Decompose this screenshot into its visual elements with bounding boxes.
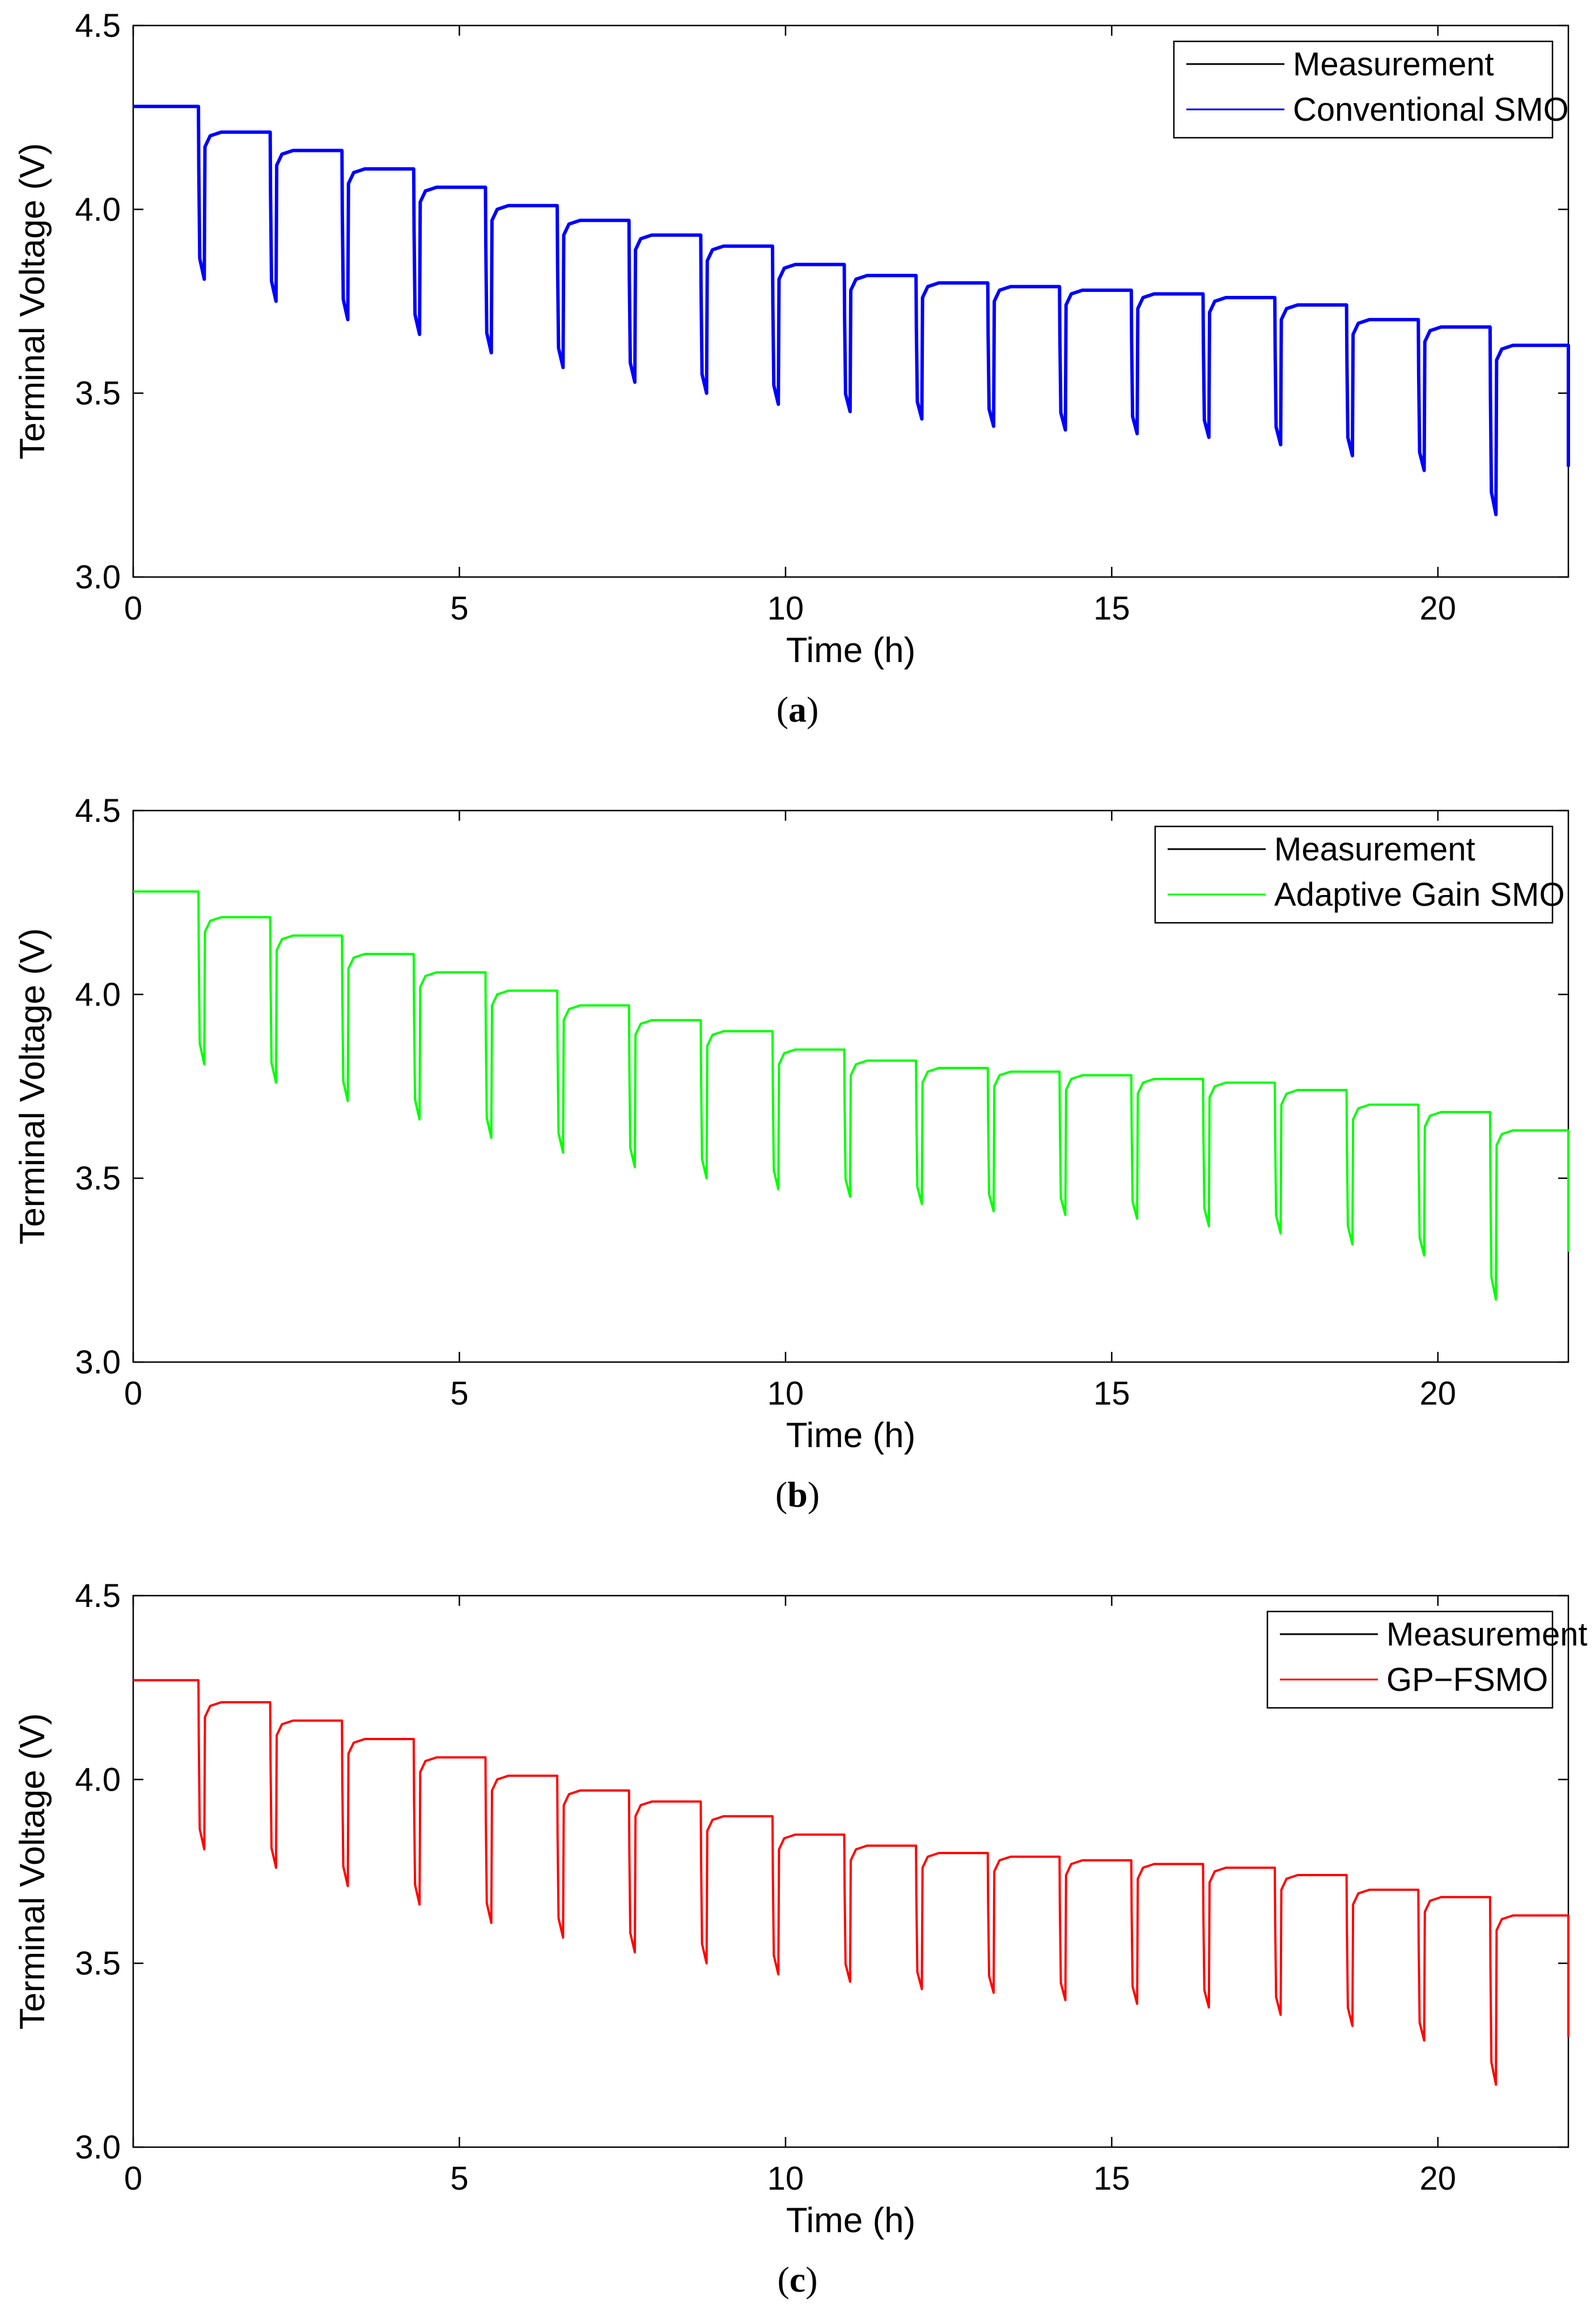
x-tick-label: 10: [767, 1375, 804, 1412]
legend-label: Measurement: [1386, 1616, 1588, 1653]
legend-label: Measurement: [1293, 46, 1494, 83]
series-line-estimate: [133, 890, 1569, 1301]
x-axis-label: Time (h): [786, 1416, 915, 1455]
chart-a-svg: 0 5 10 15 20 3.0 3.5 4.0 4.5 Time (h) Terminal Vol…: [13, 7, 1570, 670]
y-tick-label: 3.0: [75, 2129, 121, 2166]
y-axis-label: Terminal Voltage (V): [13, 143, 52, 459]
x-tick-label: 10: [767, 590, 804, 627]
caption-a: (a): [776, 689, 819, 730]
chart-panel-a: 0 5 10 15 20 3.0 3.5 4.0 4.5 Time (h) Terminal Vol…: [0, 0, 1595, 754]
x-axis-label: Time (h): [786, 2201, 915, 2240]
legend-label: Adaptive Gain SMO: [1274, 876, 1565, 913]
caption-c-letter: c: [789, 2259, 806, 2300]
x-tick-label: 20: [1420, 2160, 1457, 2197]
plot-area-frame: [132, 809, 1569, 1363]
y-tick-label: 4.5: [75, 7, 121, 44]
x-tick-label: 5: [450, 590, 468, 627]
legend-label: Conventional SMO: [1293, 91, 1569, 128]
x-tick-label: 10: [767, 2160, 804, 2197]
caption-b-letter: b: [787, 1474, 808, 1515]
legend-box: [1154, 825, 1554, 924]
plot-area-frame: [132, 24, 1569, 578]
y-tick-label: 4.5: [75, 1577, 121, 1614]
legend-box: [1266, 1610, 1554, 1709]
legend-label: GP−FSMO: [1386, 1661, 1548, 1698]
y-tick-label: 3.0: [75, 559, 121, 596]
series-line-estimate: [133, 104, 1570, 516]
y-tick-label: 3.5: [75, 1945, 121, 1982]
plot-area-frame: [132, 1594, 1569, 2148]
caption-a-letter: a: [788, 689, 807, 730]
y-tick-label: 4.0: [75, 191, 121, 228]
x-tick-label: 0: [124, 2160, 142, 2197]
x-axis-label: Time (h): [786, 631, 915, 670]
caption-b: (b): [775, 1474, 820, 1515]
y-tick-label: 4.0: [75, 1761, 121, 1798]
x-tick-label: 20: [1420, 1375, 1457, 1412]
chart-panel-c: 0 5 10 15 20 3.0 3.5 4.0 4.5 Time (h) Terminal Vol…: [0, 1570, 1595, 2324]
series-line-estimate: [133, 1679, 1569, 2086]
x-tick-label: 0: [124, 590, 142, 627]
chart-c-svg: 0 5 10 15 20 3.0 3.5 4.0 4.5 Time (h) Terminal Vol…: [13, 1577, 1588, 2240]
y-tick-label: 3.5: [75, 375, 121, 412]
chart-panel-b: 0 5 10 15 20 3.0 3.5 4.0 4.5 Time (h) Terminal Vol…: [0, 785, 1595, 1539]
y-axis-label: Terminal Voltage (V): [13, 1713, 52, 2029]
y-tick-label: 3.5: [75, 1160, 121, 1197]
x-tick-label: 5: [450, 2160, 468, 2197]
x-tick-label: 15: [1093, 590, 1130, 627]
x-tick-label: 20: [1420, 590, 1457, 627]
legend-label: Measurement: [1274, 831, 1475, 868]
caption-c: (c): [777, 2259, 818, 2300]
x-tick-label: 15: [1093, 1375, 1130, 1412]
legend-box: [1173, 40, 1554, 139]
x-tick-label: 0: [124, 1375, 142, 1412]
y-tick-label: 4.0: [75, 976, 121, 1013]
x-tick-label: 15: [1093, 2160, 1130, 2197]
y-tick-label: 4.5: [75, 792, 121, 829]
x-tick-label: 5: [450, 1375, 468, 1412]
y-tick-label: 3.0: [75, 1344, 121, 1381]
y-axis-label: Terminal Voltage (V): [13, 928, 52, 1244]
chart-b-svg: 0 5 10 15 20 3.0 3.5 4.0 4.5 Time (h) Terminal Vol…: [13, 792, 1569, 1455]
